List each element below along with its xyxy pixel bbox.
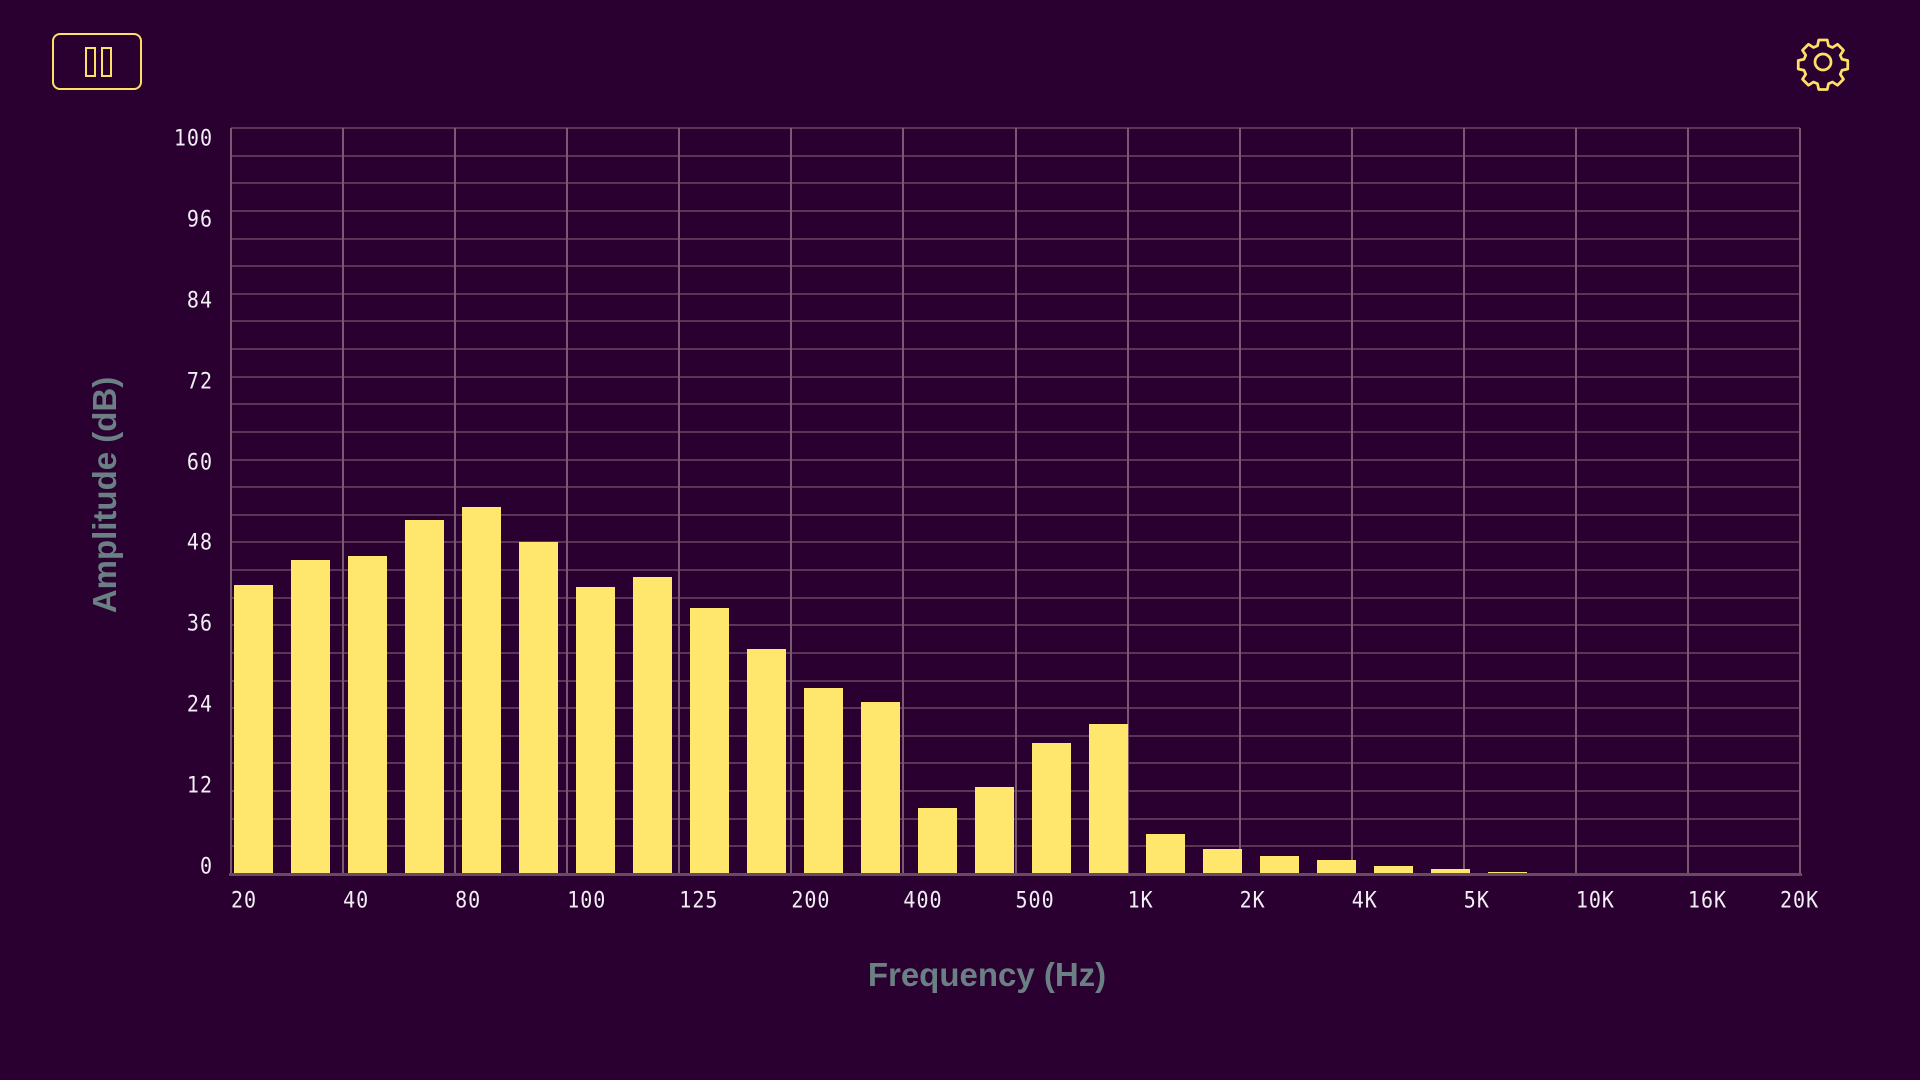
y-tick-label: 24 — [186, 691, 213, 718]
gear-icon — [1796, 38, 1850, 91]
pause-bar-right — [101, 47, 112, 77]
grid-line-vertical — [342, 128, 345, 874]
x-axis-title: Frequency (Hz) — [867, 956, 1107, 993]
x-tick-label: 5K — [1463, 886, 1490, 914]
x-axis-line — [229, 873, 1802, 876]
frequency-bar — [291, 559, 330, 874]
grid-line-vertical — [1014, 128, 1017, 874]
frequency-bar — [747, 648, 786, 874]
x-tick-label: 40 — [343, 886, 370, 914]
x-tick-label: 2K — [1239, 886, 1266, 914]
x-tick-label: 80 — [455, 886, 482, 914]
frequency-bar — [462, 506, 501, 874]
grid-line-vertical — [454, 128, 457, 874]
grid-line-vertical — [790, 128, 793, 874]
spectrum-chart — [229, 127, 1802, 876]
frequency-bar — [1146, 833, 1185, 874]
frequency-bar — [804, 688, 843, 874]
x-tick-label: 4K — [1351, 886, 1378, 914]
grid-line-vertical — [1574, 128, 1577, 874]
y-tick-label: 100 — [173, 124, 213, 152]
frequency-bar — [348, 556, 387, 874]
settings-button[interactable] — [1793, 32, 1853, 92]
grid-line-vertical — [1799, 128, 1801, 874]
y-axis-title: Amplitude (dB) — [86, 376, 123, 614]
frequency-bar — [1260, 856, 1299, 874]
x-tick-label: 20 — [231, 886, 258, 914]
x-tick-label: 10K — [1575, 886, 1615, 914]
x-tick-label: 16K — [1687, 886, 1728, 914]
frequency-bar — [1089, 724, 1128, 874]
y-tick-label: 72 — [186, 367, 213, 394]
x-tick-label: 20K — [1780, 886, 1820, 914]
frequency-bar — [861, 701, 900, 874]
grid-line-vertical — [1686, 128, 1689, 874]
grid-line-vertical — [230, 128, 232, 874]
pause-icon — [84, 47, 112, 77]
grid-line-vertical — [1126, 128, 1129, 874]
pause-button[interactable] — [52, 33, 142, 90]
frequency-bar — [1032, 742, 1071, 874]
y-tick-label: 0 — [199, 852, 213, 880]
frequency-bar — [1374, 865, 1413, 874]
grid-line-vertical — [566, 128, 569, 874]
x-tick-label: 500 — [1015, 886, 1055, 914]
x-tick-label: 400 — [903, 886, 943, 914]
frequency-bar — [918, 808, 957, 874]
frequency-bar — [1317, 859, 1356, 874]
x-tick-label: 125 — [679, 886, 719, 914]
frequency-bar — [690, 607, 729, 874]
grid-line-vertical — [678, 128, 681, 874]
y-tick-label: 60 — [186, 448, 213, 475]
frequency-bar — [234, 585, 273, 874]
x-tick-label: 200 — [791, 886, 831, 914]
grid-line-vertical — [1238, 128, 1241, 874]
y-tick-label: 48 — [186, 529, 213, 556]
x-tick-label: 100 — [567, 886, 607, 914]
y-tick-label: 96 — [186, 205, 213, 233]
pause-bar-left — [85, 47, 96, 77]
frequency-bar — [1431, 868, 1470, 874]
frequency-bar — [405, 519, 444, 874]
grid-line-vertical — [1350, 128, 1353, 874]
y-tick-label: 12 — [186, 771, 213, 799]
frequency-bar — [1203, 848, 1242, 874]
frequency-bar — [975, 786, 1014, 874]
x-tick-label: 1K — [1127, 886, 1154, 914]
frequency-bar — [633, 577, 672, 874]
grid-line-vertical — [1462, 128, 1465, 874]
y-tick-label: 36 — [186, 610, 213, 637]
frequency-bar — [519, 542, 558, 874]
y-tick-label: 84 — [186, 286, 213, 313]
grid-line-vertical — [902, 128, 905, 874]
frequency-bar — [1488, 871, 1527, 874]
frequency-bar — [576, 586, 615, 874]
